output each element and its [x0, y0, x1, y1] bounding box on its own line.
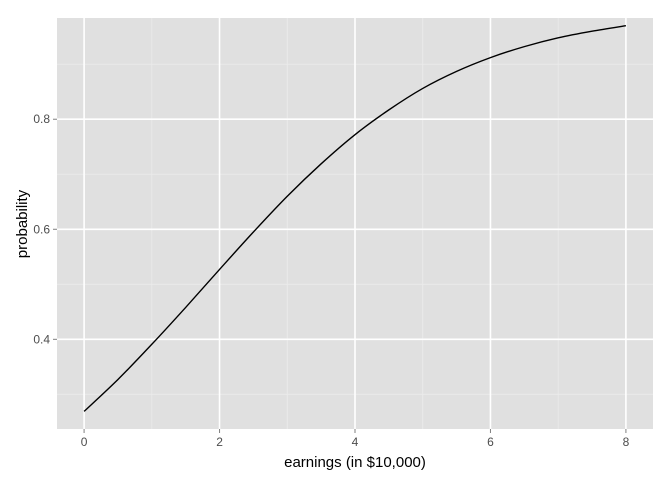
x-tick-label: 2 — [216, 435, 223, 449]
x-tick-label: 8 — [623, 435, 630, 449]
y-tick-label: 0.6 — [33, 222, 50, 236]
major-grid — [57, 18, 653, 429]
y-axis: 0.4 0.6 0.8 — [33, 112, 57, 346]
x-tick-label: 6 — [487, 435, 494, 449]
x-tick-label: 0 — [81, 435, 88, 449]
y-axis-title: probability — [14, 189, 31, 258]
x-axis-title: earnings (in $10,000) — [284, 454, 426, 471]
series-line — [83, 25, 627, 412]
x-tick-label: 4 — [352, 435, 359, 449]
y-tick-label: 0.4 — [33, 332, 50, 346]
series-layer — [83, 25, 627, 412]
y-tick-label: 0.8 — [33, 112, 50, 126]
x-axis: 0 2 4 6 8 — [81, 429, 630, 449]
